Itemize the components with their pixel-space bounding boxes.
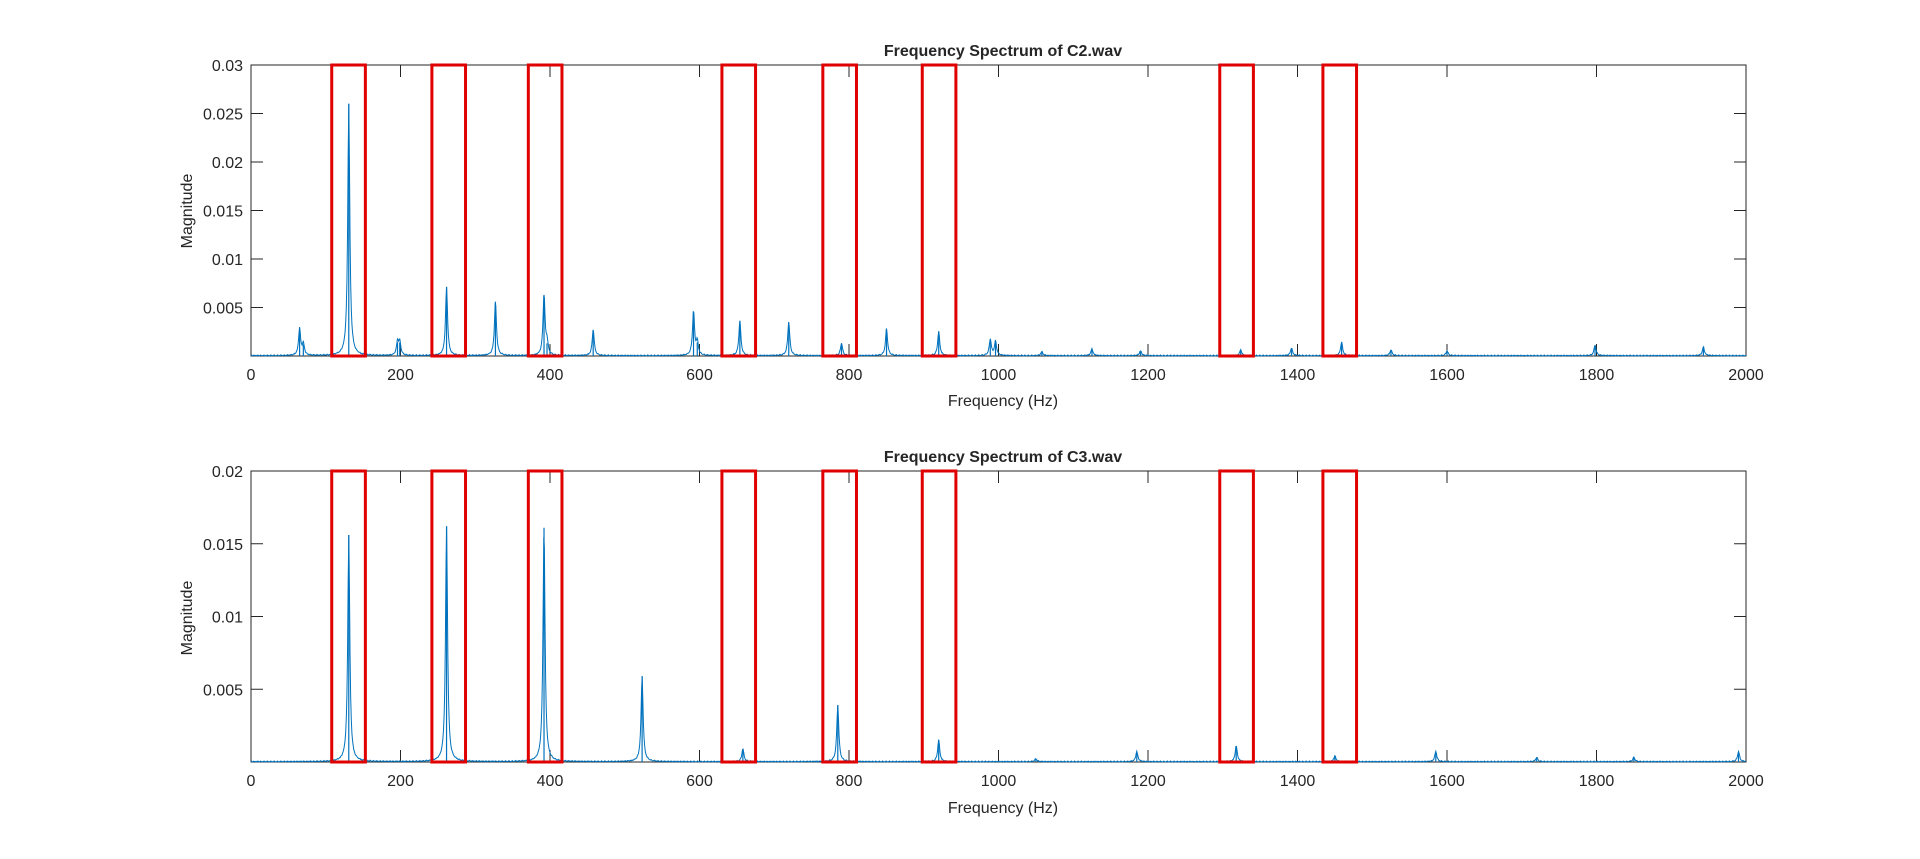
- x-tick-label: 200: [387, 367, 414, 384]
- spectrum-line: [250, 103, 1747, 357]
- x-tick-label: 1200: [1130, 773, 1166, 790]
- x-tick-label: 2000: [1728, 773, 1764, 790]
- y-tick-label: 0.015: [203, 204, 243, 221]
- subplot-c2: Frequency (Hz) Magnitude 0 200 400 600 800 10…: [179, 43, 1764, 410]
- y-axis-label: Magnitude: [179, 581, 196, 656]
- highlight-box: [430, 63, 468, 358]
- highlight-box: [1218, 469, 1255, 764]
- y-tick-label: 0.015: [203, 537, 243, 554]
- chart-title: Frequency Spectrum of C2.wav: [884, 43, 1122, 60]
- x-tick-label: 800: [836, 367, 863, 384]
- highlight-box: [720, 469, 758, 764]
- y-tick-label: 0.02: [212, 464, 243, 481]
- x-axis-label: Frequency (Hz): [948, 393, 1058, 410]
- highlight-box: [1218, 63, 1255, 358]
- spectrum-line: [250, 526, 1747, 763]
- x-tick-label: 2000: [1728, 367, 1764, 384]
- x-tick-label: 1400: [1280, 773, 1316, 790]
- x-tick-label: 600: [686, 773, 713, 790]
- x-tick-label: 1800: [1579, 367, 1615, 384]
- highlight-box: [330, 469, 367, 764]
- highlight-box: [430, 469, 468, 764]
- x-tick-label: 1800: [1579, 773, 1615, 790]
- x-tick-label: 0: [247, 773, 256, 790]
- x-tick-label: 0: [247, 367, 256, 384]
- x-tick-label: 400: [537, 367, 564, 384]
- subplot-c3: Frequency (Hz) Magnitude 0 200 400 600 800 10…: [179, 449, 1764, 817]
- x-tick-label: 600: [686, 367, 713, 384]
- highlight-box: [920, 63, 958, 358]
- x-tick-label: 400: [537, 773, 564, 790]
- y-axis-label: Magnitude: [179, 174, 196, 249]
- x-axis-label: Frequency (Hz): [948, 800, 1058, 817]
- y-tick-label: 0.01: [212, 252, 243, 269]
- x-tick-label: 1400: [1280, 367, 1316, 384]
- x-tick-label: 1000: [981, 367, 1017, 384]
- x-tick-label: 1200: [1130, 367, 1166, 384]
- y-tick-label: 0.03: [212, 58, 243, 75]
- highlight-box: [821, 469, 858, 764]
- highlight-box: [920, 469, 958, 764]
- plot-area: [250, 64, 1747, 357]
- x-tick-label: 800: [836, 773, 863, 790]
- y-tick-label: 0.025: [203, 107, 243, 124]
- plot-area: [250, 470, 1747, 763]
- y-tick-label: 0.005: [203, 682, 243, 699]
- x-tick-label: 1000: [981, 773, 1017, 790]
- highlight-box: [526, 63, 564, 358]
- highlight-box: [1321, 469, 1359, 764]
- y-tick-label: 0.005: [203, 301, 243, 318]
- y-tick-label: 0.02: [212, 155, 243, 172]
- x-tick-label: 1600: [1429, 773, 1465, 790]
- highlight-box: [1321, 63, 1359, 358]
- highlight-box: [821, 63, 858, 358]
- x-tick-label: 200: [387, 773, 414, 790]
- highlight-box: [330, 63, 367, 358]
- highlight-box: [526, 469, 564, 764]
- y-tick-label: 0.01: [212, 610, 243, 627]
- chart-title: Frequency Spectrum of C3.wav: [884, 449, 1122, 466]
- highlight-box: [720, 63, 758, 358]
- x-tick-label: 1600: [1429, 367, 1465, 384]
